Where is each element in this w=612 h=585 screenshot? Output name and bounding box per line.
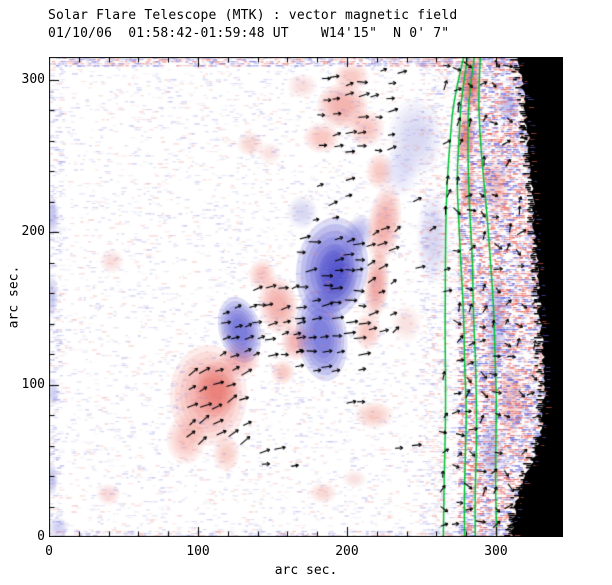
y-axis-label: arc sec. [6,265,22,329]
plot-subtitle: 01/10/06 01:58:42-01:59:48 UT W14'15" N … [48,26,450,41]
x-tick-label: 100 [186,544,210,559]
magnetogram-canvas [49,57,563,537]
plot-title: Solar Flare Telescope (MTK) : vector mag… [48,8,458,23]
x-axis-label: arc sec. [274,563,338,578]
y-tick-label: 300 [21,71,45,87]
y-tick-label: 0 [37,529,45,544]
x-tick-label: 0 [45,544,53,559]
y-tick-label: 100 [21,376,45,392]
x-tick-label: 300 [484,544,508,559]
y-tick-label: 200 [21,224,45,240]
x-tick-label: 200 [335,544,359,559]
